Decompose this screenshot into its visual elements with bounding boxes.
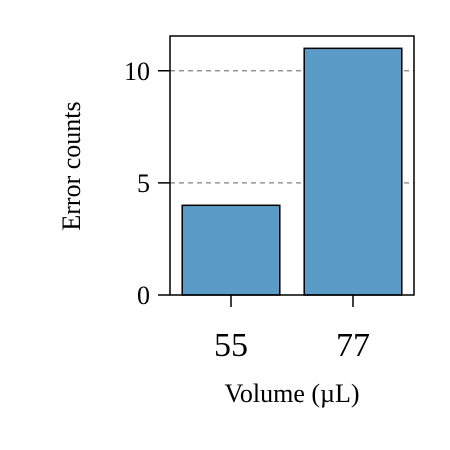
y-axis-label: Error counts: [57, 101, 86, 230]
x-tick-label-77: 77: [336, 327, 370, 364]
plot-frame: [169, 35, 415, 296]
y-tick-label-10: 10: [124, 57, 150, 86]
y-tick-label-5: 5: [137, 169, 150, 198]
x-axis-label: Volume (µL): [224, 379, 359, 408]
x-axis-ticks: 55 77: [214, 295, 370, 364]
bars: [181, 47, 403, 296]
grid-lines: [170, 70, 414, 184]
y-axis-ticks: 0 5 10: [124, 57, 170, 310]
x-tick-label-55: 55: [214, 327, 248, 364]
bar-55: [181, 204, 281, 296]
bar-77: [303, 47, 403, 296]
y-tick-label-0: 0: [137, 281, 150, 310]
